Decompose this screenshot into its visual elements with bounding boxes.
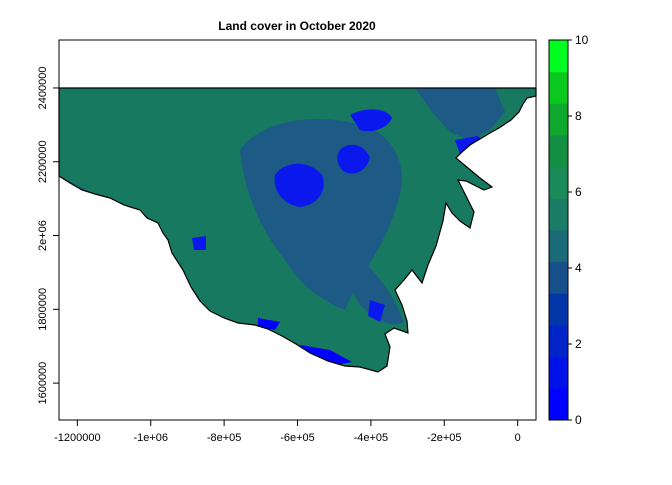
low-class-spot-northeast <box>455 136 492 162</box>
water-class-south <box>300 345 352 366</box>
low-class-cluster-east <box>337 144 370 174</box>
y-tick-label: 2e+06 <box>37 220 49 251</box>
legend-tick-label: 6 <box>575 185 582 199</box>
legend-color-band <box>549 325 568 358</box>
x-tick-label: -8e+05 <box>207 432 242 444</box>
y-tick-label: 2400000 <box>37 67 49 110</box>
low-class-cluster-north <box>350 109 392 132</box>
color-legend: 0 2 4 6 8 10 <box>548 33 589 427</box>
x-tick-label: -4e+05 <box>354 432 389 444</box>
y-tick-label: 1800000 <box>37 288 49 331</box>
chart-title: Land cover in October 2020 <box>218 19 376 33</box>
x-tick-label: -2e+05 <box>427 432 462 444</box>
legend-color-band <box>549 135 568 168</box>
x-axis: -1200000 -1e+06 -8e+05 -6e+05 -4e+05 -2e+05 0 <box>54 420 521 444</box>
legend-color-band <box>549 166 568 199</box>
low-class-spot-southeast <box>368 300 385 322</box>
legend-tick-label: 4 <box>575 261 582 275</box>
northeast-patch <box>415 88 505 140</box>
x-tick-label: -1e+06 <box>133 432 168 444</box>
legend-color-band <box>549 356 568 389</box>
legend-color-band <box>549 388 568 421</box>
legend-frame <box>548 39 569 421</box>
legend-color-band <box>549 103 568 136</box>
y-tick-label: 2200000 <box>37 140 49 183</box>
x-tick-label: 0 <box>515 432 521 444</box>
legend-color-band <box>549 198 568 231</box>
low-class-cluster-center <box>274 163 324 207</box>
legend-color-band <box>549 230 568 263</box>
land-cover-raster <box>59 88 536 372</box>
legend-tick-label: 10 <box>575 33 589 47</box>
y-tick-label: 1600000 <box>37 362 49 405</box>
southeast-patch <box>348 250 404 325</box>
legend-color-band <box>549 40 568 73</box>
x-tick-label: -6e+05 <box>280 432 315 444</box>
x-tick-label: -1200000 <box>54 432 101 444</box>
legend-color-band <box>549 293 568 326</box>
legend-color-band <box>549 261 568 294</box>
legend-tick-label: 2 <box>575 337 582 351</box>
legend-tick-label: 0 <box>575 413 582 427</box>
y-axis: 1600000 1800000 2e+06 2200000 2400000 <box>37 67 59 405</box>
legend-tick-label: 8 <box>575 109 582 123</box>
low-class-spot-west <box>192 236 206 250</box>
legend-color-band <box>549 71 568 104</box>
